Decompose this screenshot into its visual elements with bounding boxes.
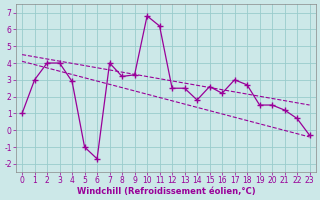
X-axis label: Windchill (Refroidissement éolien,°C): Windchill (Refroidissement éolien,°C) — [76, 187, 255, 196]
